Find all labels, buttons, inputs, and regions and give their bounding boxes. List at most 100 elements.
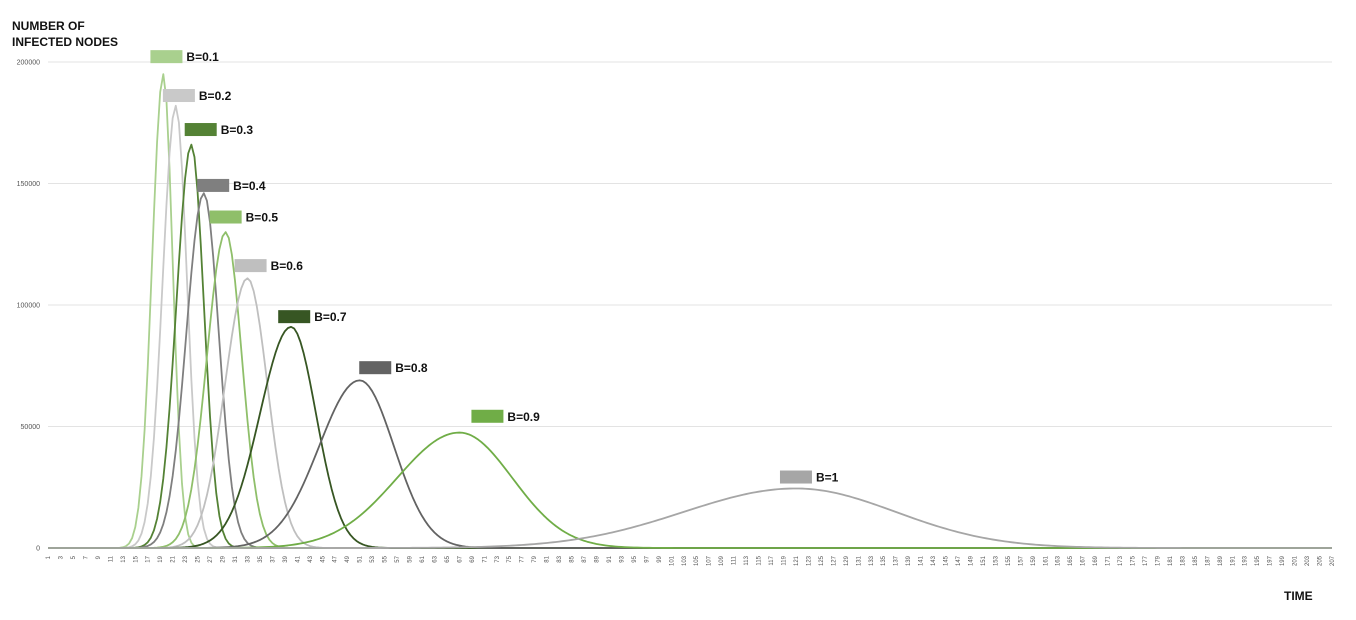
x-tick-label: 141 (919, 555, 925, 566)
series-label: B=0.2 (199, 89, 232, 103)
y-tick-label: 50000 (21, 424, 41, 431)
x-tick-label: 53 (370, 555, 376, 562)
x-tick-label: 139 (906, 555, 912, 566)
y-axis-ticks: 0 50000 100000 150000 200000 (17, 60, 40, 553)
x-tick-label: 93 (619, 555, 625, 562)
series-label: B=0.7 (314, 310, 347, 324)
y-tick-label: 200000 (17, 60, 40, 67)
x-tick-label: 185 (1193, 555, 1199, 566)
series-label: B=0.1 (186, 50, 219, 64)
legend-swatch (359, 361, 392, 375)
x-tick-label: 165 (1068, 555, 1074, 566)
series-line-b-0-2 (48, 104, 1332, 549)
x-tick-label: 61 (420, 555, 426, 562)
x-tick-label: 17 (146, 555, 152, 562)
x-tick-label: 39 (283, 555, 289, 562)
x-tick-label: 145 (944, 555, 950, 566)
x-tick-label: 103 (682, 555, 688, 566)
x-tick-label: 49 (345, 555, 351, 562)
x-tick-label: 161 (1043, 555, 1049, 566)
x-tick-label: 175 (1131, 555, 1137, 566)
x-tick-label: 73 (495, 555, 501, 562)
x-tick-label: 169 (1093, 555, 1099, 566)
x-tick-label: 75 (507, 555, 513, 562)
x-tick-label: 137 (894, 555, 900, 566)
y-tick-label: 0 (36, 546, 40, 553)
x-tick-label: 107 (707, 555, 713, 566)
x-tick-label: 113 (744, 555, 750, 565)
x-tick-label: 13 (121, 555, 127, 562)
x-tick-label: 129 (844, 555, 850, 566)
x-tick-label: 147 (956, 555, 962, 566)
series-line-b-0-7 (48, 325, 1332, 549)
x-tick-label: 131 (856, 555, 862, 566)
series-label: B=1 (816, 471, 839, 485)
x-tick-label: 23 (183, 555, 189, 562)
x-tick-label: 181 (1168, 555, 1174, 566)
x-tick-label: 55 (383, 555, 389, 562)
x-tick-label: 157 (1018, 555, 1024, 566)
series-labels: B=0.1 B=0.2 B=0.3 B=0.4 B=0.5 B=0.6 B=0.7 B=0.8… (150, 50, 839, 485)
series-label: B=0.3 (221, 123, 254, 137)
series-line-b-0-1 (48, 73, 1332, 549)
series-line-b-0-8 (48, 379, 1332, 549)
legend-swatch (278, 310, 311, 324)
series-line-b-0-5 (48, 231, 1332, 549)
series-line-b-0-6 (48, 277, 1332, 549)
legend-swatch (471, 409, 504, 423)
x-tick-label: 77 (520, 555, 526, 562)
x-tick-label: 99 (657, 555, 663, 562)
x-tick-label: 193 (1243, 555, 1249, 566)
x-tick-label: 101 (669, 555, 675, 566)
x-tick-label: 203 (1305, 555, 1311, 566)
x-tick-label: 179 (1155, 555, 1161, 566)
x-tick-label: 105 (694, 555, 700, 566)
x-tick-label: 201 (1293, 555, 1299, 566)
x-tick-label: 191 (1230, 555, 1236, 566)
x-tick-label: 171 (1106, 555, 1112, 566)
x-tick-label: 71 (482, 555, 488, 562)
y-axis-title-line-2: INFECTED NODES (12, 35, 119, 49)
x-tick-label: 7 (83, 555, 89, 559)
legend-swatch (197, 178, 230, 192)
x-tick-label: 197 (1268, 555, 1274, 566)
x-tick-label: 1 (46, 555, 52, 559)
x-tick-label: 83 (557, 555, 563, 562)
x-tick-label: 47 (333, 555, 339, 562)
x-tick-label: 9 (96, 555, 102, 559)
x-tick-label: 133 (869, 555, 875, 566)
x-tick-label: 27 (208, 555, 214, 562)
x-tick-label: 95 (632, 555, 638, 562)
x-tick-label: 41 (295, 555, 301, 562)
x-tick-label: 159 (1031, 555, 1037, 566)
x-tick-label: 205 (1318, 555, 1324, 566)
x-tick-label: 51 (358, 555, 364, 562)
x-tick-label: 5 (71, 555, 77, 559)
series-label: B=0.4 (233, 179, 266, 193)
legend-swatch (209, 210, 242, 224)
x-axis-ticks: 1 3 5 7 9 11 13 15 17 19 21 23 25 27 29 31 33 35 37 39 41 43 4… (46, 555, 1336, 566)
y-axis-title: NUMBER OF INFECTED NODES (12, 18, 118, 50)
x-tick-label: 121 (794, 555, 800, 566)
x-tick-label: 89 (595, 555, 601, 562)
x-tick-label: 87 (582, 555, 588, 562)
x-tick-label: 35 (258, 555, 264, 562)
legend-swatch (779, 470, 812, 484)
x-tick-label: 135 (881, 555, 887, 566)
x-tick-label: 15 (133, 555, 139, 562)
x-tick-label: 143 (931, 555, 937, 566)
x-tick-label: 25 (196, 555, 202, 562)
x-tick-label: 43 (308, 555, 314, 562)
series-label: B=0.8 (395, 361, 428, 375)
series-line-b-1 (48, 487, 1332, 549)
x-tick-label: 69 (470, 555, 476, 562)
x-tick-label: 207 (1330, 555, 1336, 566)
series-lines (48, 73, 1332, 549)
series-label: B=0.6 (271, 259, 304, 273)
x-tick-label: 125 (819, 555, 825, 566)
x-tick-label: 67 (457, 555, 463, 562)
x-tick-label: 149 (968, 555, 974, 566)
x-tick-label: 31 (233, 555, 239, 562)
x-tick-label: 199 (1280, 555, 1286, 566)
